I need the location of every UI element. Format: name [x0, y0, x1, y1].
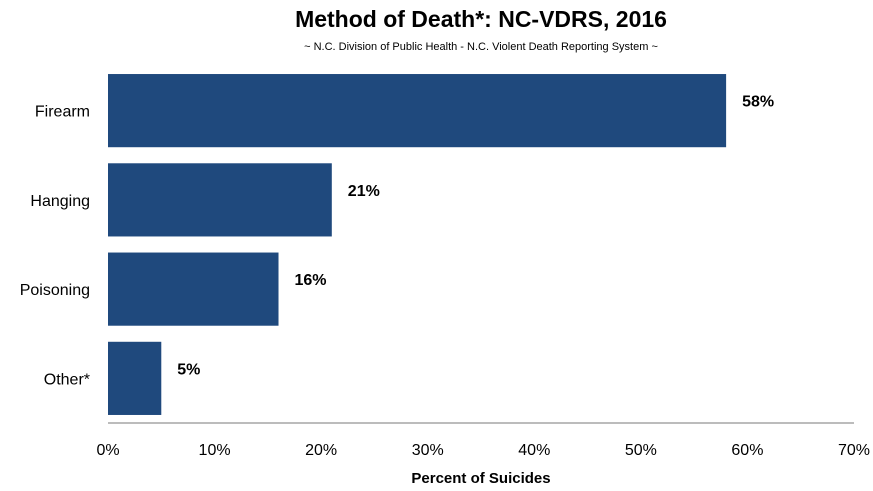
x-tick-label: 0% — [96, 442, 119, 459]
x-tick-label: 60% — [731, 442, 763, 459]
bar-firearm — [108, 74, 727, 148]
data-label: 5% — [177, 361, 200, 378]
data-label: 21% — [348, 183, 380, 200]
x-tick-label: 20% — [305, 442, 337, 459]
data-label: 58% — [742, 94, 774, 111]
data-label: 16% — [295, 272, 327, 289]
data-labels: 58% 21% 16% 5% — [177, 94, 774, 379]
bars-group — [108, 74, 727, 415]
category-label: Hanging — [30, 193, 90, 210]
category-label: Other* — [44, 371, 90, 388]
x-axis-title: Percent of Suicides — [411, 470, 551, 487]
bar-poisoning — [108, 252, 279, 326]
bar-other — [108, 341, 162, 415]
x-tick-label: 50% — [625, 442, 657, 459]
x-tick-label: 70% — [838, 442, 870, 459]
category-label: Poisoning — [20, 282, 90, 299]
chart-subtitle: ~ N.C. Division of Public Health - N.C. … — [304, 41, 658, 53]
bar-hanging — [108, 163, 332, 237]
category-label: Firearm — [35, 104, 90, 121]
x-tick-label: 40% — [518, 442, 550, 459]
x-tick-label: 30% — [412, 442, 444, 459]
x-tick-labels: 0% 10% 20% 30% 40% 50% 60% 70% — [96, 442, 870, 459]
chart-title: Method of Death*: NC-VDRS, 2016 — [295, 6, 667, 32]
x-tick-label: 10% — [199, 442, 231, 459]
category-labels: Firearm Hanging Poisoning Other* — [20, 104, 90, 389]
